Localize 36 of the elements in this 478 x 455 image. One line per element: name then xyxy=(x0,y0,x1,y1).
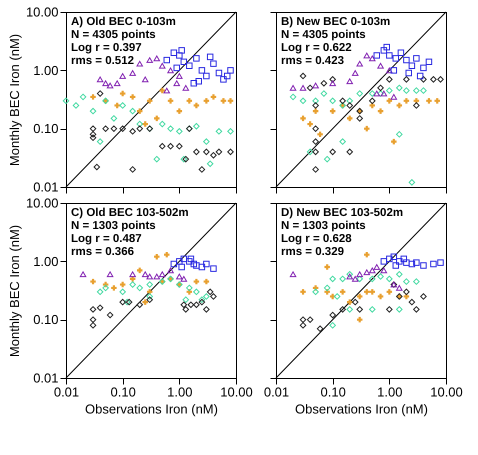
x-tick-label: 1.00 xyxy=(377,384,402,400)
y-tick-label: 0.01 xyxy=(33,180,58,194)
x-tick-label: 0.01 xyxy=(264,384,290,400)
x-tick-label: 0.10 xyxy=(110,384,136,400)
y-tick-label: 0.01 xyxy=(33,370,58,386)
y-tick-label: 10.00 xyxy=(26,196,58,210)
annotation: Log r = 0.397 xyxy=(71,42,142,54)
annotation: Log r = 0.487 xyxy=(71,233,142,245)
annotation: A) Old BEC 0-103m xyxy=(71,16,176,28)
x-tick-label: 0.01 xyxy=(54,384,80,400)
y-tick-label: 0.10 xyxy=(33,121,58,136)
annotation: rms = 0.512 xyxy=(71,55,134,67)
annotation: Log r = 0.628 xyxy=(281,233,352,245)
annotation: N = 1303 points xyxy=(281,220,366,232)
annotation: N = 4305 points xyxy=(71,29,156,41)
annotation: rms = 0.423 xyxy=(281,55,344,67)
annotation: rms = 0.329 xyxy=(281,246,344,258)
annotation: N = 1303 points xyxy=(71,220,156,232)
y-axis-title: Monthly BEC Iron (nM) xyxy=(6,224,22,358)
x-tick-label: 0.10 xyxy=(320,384,346,400)
y-tick-label: 10.00 xyxy=(26,4,58,20)
annotation: N = 4305 points xyxy=(281,29,366,41)
x-axis-title: Observations Iron (nM) xyxy=(295,402,428,416)
x-tick-label: 1.00 xyxy=(167,384,192,400)
annotation: B) New BEC 0-103m xyxy=(281,16,390,28)
annotation: D) New BEC 103-502m xyxy=(281,207,404,219)
y-tick-label: 1.00 xyxy=(33,254,58,269)
y-tick-label: 0.10 xyxy=(33,312,58,328)
y-axis-title: Monthly BEC Iron (nM) xyxy=(6,34,22,166)
x-tick-label: 10.00 xyxy=(430,384,463,400)
annotation: C) Old BEC 103-502m xyxy=(71,207,189,219)
annotation: rms = 0.366 xyxy=(71,246,134,258)
x-tick-label: 10.00 xyxy=(220,384,253,400)
y-tick-label: 1.00 xyxy=(33,62,58,78)
x-axis-title: Observations Iron (nM) xyxy=(85,402,218,416)
annotation: Log r = 0.622 xyxy=(281,42,352,54)
